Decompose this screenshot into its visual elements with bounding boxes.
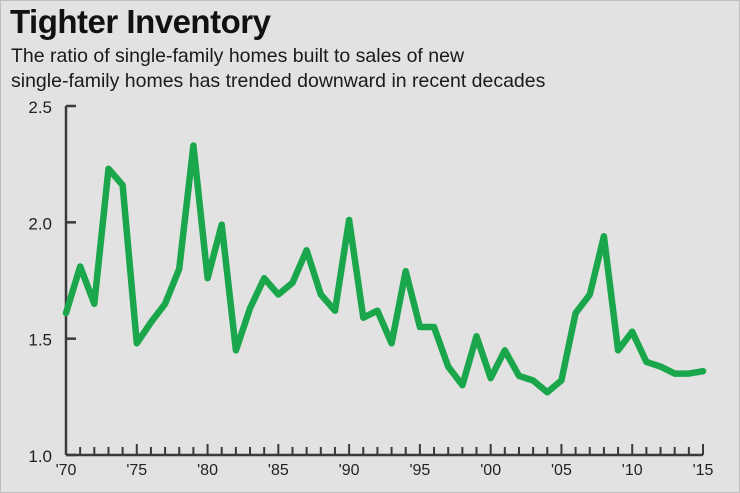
x-tick-label: '00 bbox=[480, 462, 501, 479]
chart-subtitle: The ratio of single-family homes built t… bbox=[11, 44, 731, 94]
y-tick-label: 1.5 bbox=[28, 331, 52, 350]
series-group bbox=[62, 142, 707, 396]
chart-title: Tighter Inventory bbox=[10, 3, 271, 40]
x-tick-label: '90 bbox=[339, 462, 360, 479]
subtitle-line-1: The ratio of single-family homes built t… bbox=[11, 45, 465, 67]
y-tick-label: 2.0 bbox=[28, 214, 52, 233]
x-axis-ticks: '70 '75 '80 '85 '90 '95 '00 '05 '10 '15 bbox=[56, 444, 714, 479]
x-tick-label: '75 bbox=[126, 462, 147, 479]
x-tick-label: '95 bbox=[409, 462, 430, 479]
series-line bbox=[62, 142, 707, 396]
x-tick-label: '70 bbox=[56, 462, 77, 479]
subtitle-line-2: single-family homes has trended downward… bbox=[11, 70, 546, 92]
y-tick-label: 2.5 bbox=[28, 98, 52, 117]
chart-axes bbox=[64, 106, 703, 457]
y-tick-label: 1.0 bbox=[28, 447, 52, 466]
x-tick-label: '05 bbox=[551, 462, 572, 479]
x-tick-label: '80 bbox=[197, 462, 218, 479]
x-tick-label: '15 bbox=[693, 462, 714, 479]
x-tick-label: '85 bbox=[268, 462, 289, 479]
y-axis-ticks: 1.0 1.5 2.0 2.5 bbox=[28, 98, 76, 466]
x-tick-label: '10 bbox=[622, 462, 643, 479]
